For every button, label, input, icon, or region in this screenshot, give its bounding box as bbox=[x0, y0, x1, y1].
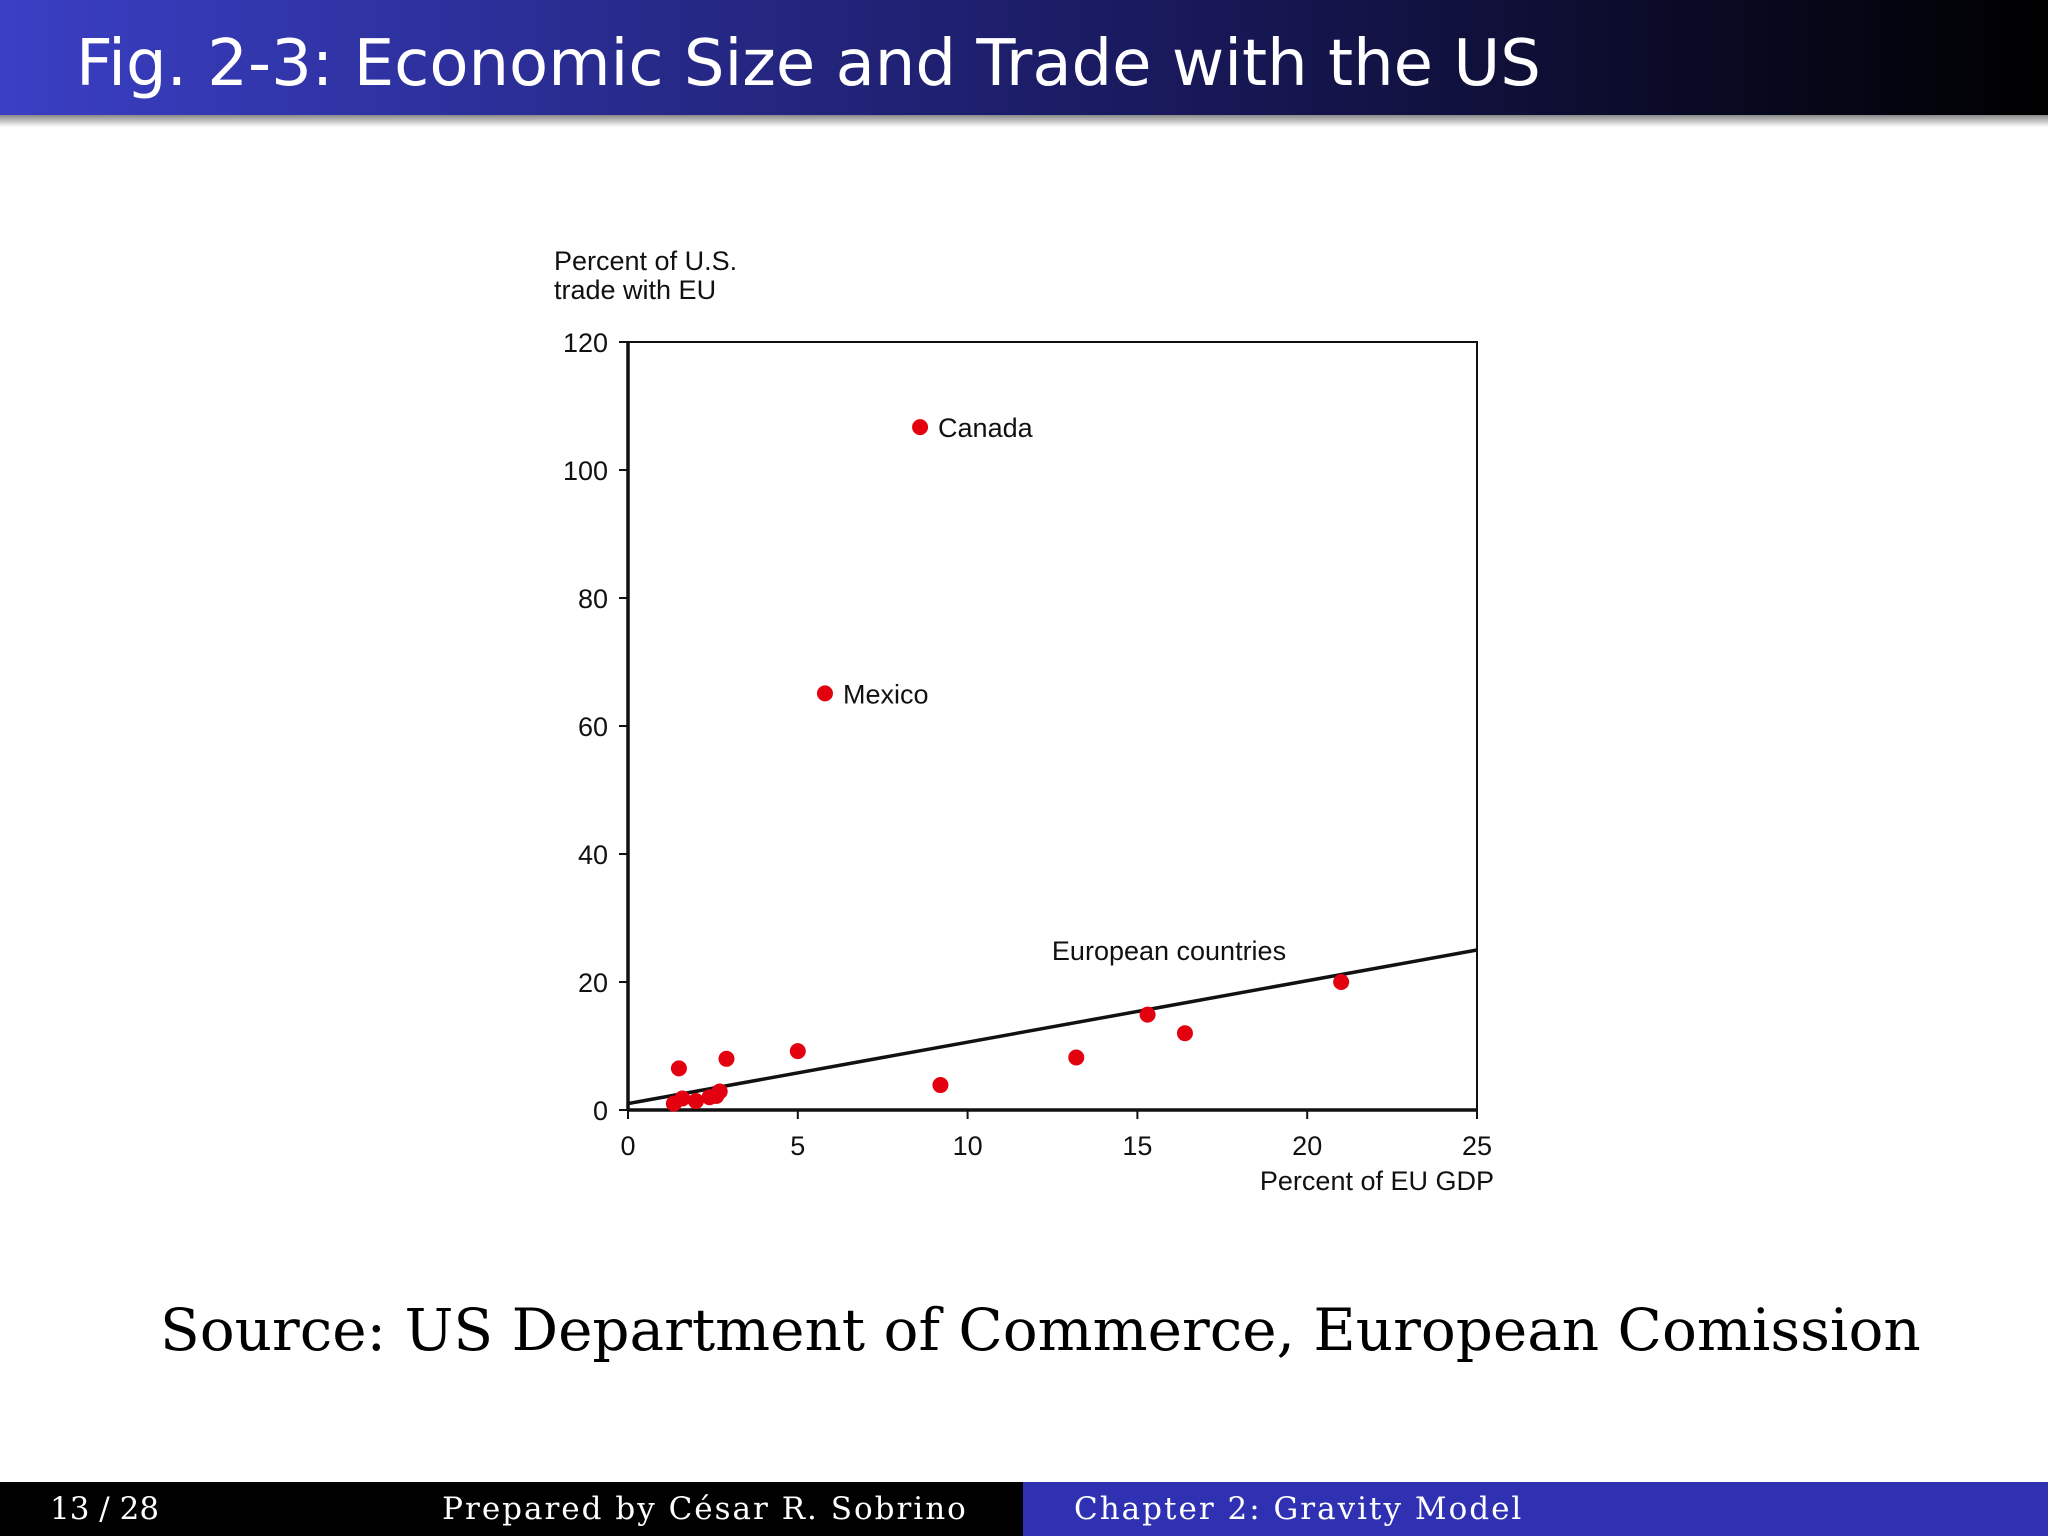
source-note: Source: US Department of Commerce, Europ… bbox=[160, 1296, 1921, 1364]
data-point bbox=[1176, 1025, 1193, 1042]
x-tick-label: 0 bbox=[620, 1131, 635, 1161]
y-tick-label: 60 bbox=[578, 712, 608, 742]
data-point bbox=[1068, 1049, 1085, 1066]
y-tick-label: 120 bbox=[563, 328, 608, 358]
point-label: Mexico bbox=[843, 679, 929, 709]
y-tick-label: 0 bbox=[593, 1096, 608, 1126]
plot-frame bbox=[627, 341, 1478, 1111]
trend-line bbox=[627, 948, 1478, 1106]
y-tick-label: 100 bbox=[563, 456, 608, 486]
x-tick-label: 15 bbox=[1122, 1131, 1152, 1161]
x-tick-label: 5 bbox=[790, 1131, 805, 1161]
chart: 0 20 40 60 80 100 120 0 5 10 15 20 25 Percent of EU G… bbox=[554, 246, 1494, 1196]
y-axis-title: trade with EU bbox=[554, 275, 716, 305]
y-tick-label: 40 bbox=[578, 840, 608, 870]
footer-chapter: Chapter 2: Gravity Model bbox=[1074, 1491, 1523, 1527]
y-tick-label: 80 bbox=[578, 584, 608, 614]
x-tick-label: 25 bbox=[1462, 1131, 1492, 1161]
trend-label: European countries bbox=[1052, 936, 1286, 966]
y-axis-title: Percent of U.S. bbox=[554, 246, 737, 276]
data-point bbox=[912, 419, 929, 436]
x-tick-label: 10 bbox=[953, 1131, 983, 1161]
x-axis-title: Percent of EU GDP bbox=[1260, 1166, 1494, 1196]
y-tick-label: 20 bbox=[578, 968, 608, 998]
footer-left bbox=[0, 1482, 1023, 1536]
x-tick-label: 20 bbox=[1292, 1131, 1322, 1161]
point-label: Canada bbox=[938, 413, 1034, 443]
footer-author: Prepared by César R. Sobrino bbox=[442, 1491, 968, 1527]
header-shadow bbox=[0, 115, 2048, 127]
data-point bbox=[1333, 974, 1350, 990]
data-point bbox=[789, 1043, 806, 1060]
data-point bbox=[711, 1083, 728, 1100]
header-bar bbox=[0, 0, 2048, 115]
data-point bbox=[932, 1077, 949, 1094]
data-point bbox=[718, 1050, 735, 1067]
slide-title: Fig. 2-3: Economic Size and Trade with t… bbox=[76, 27, 1541, 101]
data-point bbox=[816, 685, 833, 702]
data-point bbox=[687, 1093, 704, 1110]
data-point bbox=[1139, 1006, 1156, 1023]
data-point bbox=[670, 1060, 687, 1077]
page-number: 13 / 28 bbox=[50, 1491, 159, 1527]
footer-right bbox=[1023, 1482, 2048, 1536]
data-point bbox=[674, 1090, 691, 1107]
